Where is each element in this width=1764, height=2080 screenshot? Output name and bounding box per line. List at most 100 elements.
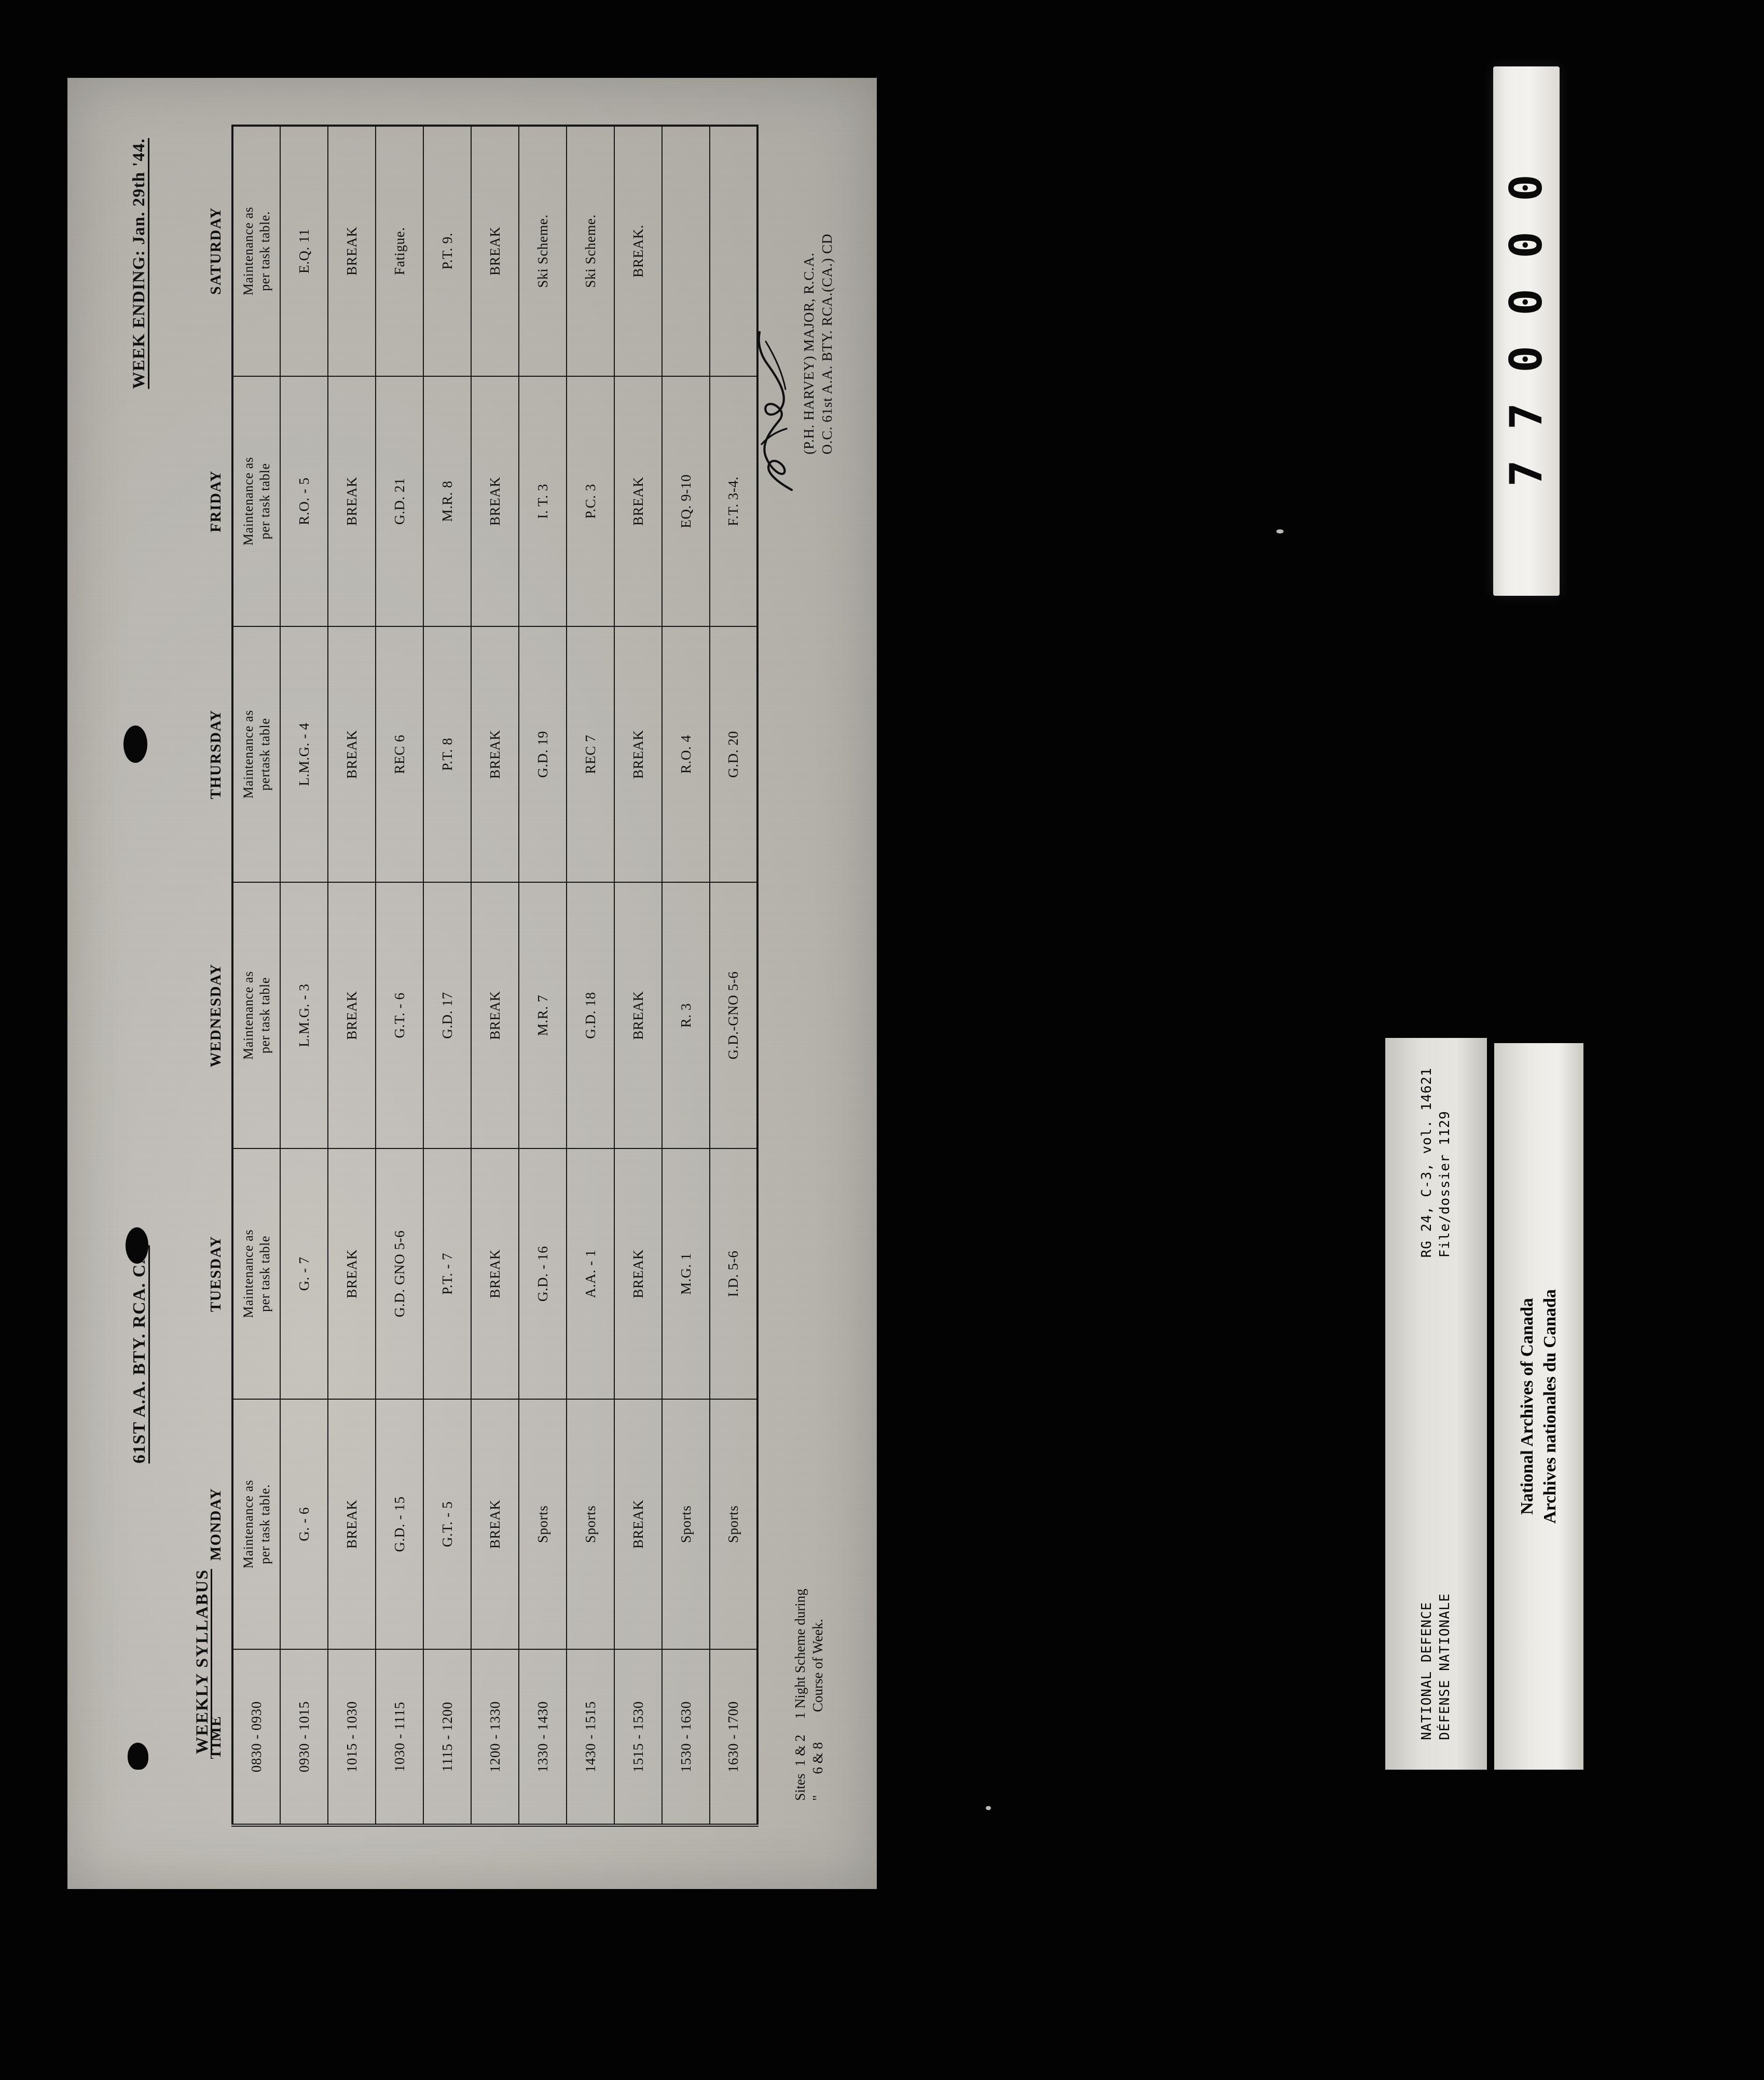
ink-blot bbox=[126, 1227, 148, 1264]
cell-monday: Sports bbox=[567, 1399, 614, 1650]
cell-tuesday: G.D. - 16 bbox=[519, 1148, 567, 1399]
table-row: 1430 - 1515 Sports A.A. - 1 G.D. 18 REC 7 P.C… bbox=[567, 126, 614, 1825]
national-defence-label: NATIONAL DEFENCE DÉFENSE NATIONALE RG 24… bbox=[1385, 1038, 1487, 1770]
table-row: 1330 - 1430 Sports G.D. - 16 M.R. 7 G.D. 19 I… bbox=[519, 126, 567, 1825]
cell-time: 1015 - 1030 bbox=[328, 1649, 376, 1825]
col-header-wednesday: WEDNESDAY bbox=[208, 963, 225, 1068]
cell-tuesday: BREAK bbox=[471, 1148, 519, 1399]
document-sheet-rotated: 61ST A.A. BTY. RCA. CA. WEEK ENDING: Jan… bbox=[67, 78, 877, 1889]
nd-department: NATIONAL DEFENCE DÉFENSE NATIONALE bbox=[1418, 1593, 1454, 1740]
cell-saturday: Ski Scheme. bbox=[567, 126, 614, 376]
cell-wednesday: BREAK bbox=[614, 882, 662, 1149]
dust-speck bbox=[1276, 529, 1284, 533]
cell-saturday: Maintenance as per task table. bbox=[232, 126, 280, 376]
cell-friday: Maintenance as per task table bbox=[232, 376, 280, 627]
nd-rg-ref: RG 24, C-3, vol. 14621 bbox=[1418, 1068, 1435, 1258]
cell-wednesday: Maintenance as per task table bbox=[232, 882, 280, 1149]
cell-time: 1115 - 1200 bbox=[423, 1649, 471, 1825]
cell-monday: Sports bbox=[519, 1399, 567, 1650]
table-body: 0830 - 0930 Maintenance as per task table.… bbox=[232, 126, 757, 1825]
cell-saturday: BREAK bbox=[471, 126, 519, 376]
cell-time: 1200 - 1330 bbox=[471, 1649, 519, 1825]
col-header-saturday: SATURDAY bbox=[208, 207, 225, 295]
table-row: 1015 - 1030 BREAK BREAK BREAK BREAK BREAK BREA… bbox=[328, 126, 376, 1825]
col-header-monday: MONDAY bbox=[208, 1487, 225, 1561]
ink-blot bbox=[128, 1743, 148, 1770]
col-header-thursday: THURSDAY bbox=[208, 709, 225, 799]
cell-tuesday: A.A. - 1 bbox=[567, 1148, 614, 1399]
cell-saturday: BREAK. bbox=[614, 126, 662, 376]
cell-monday: G. - 6 bbox=[280, 1399, 328, 1650]
cell-thursday: R.O. 4 bbox=[662, 626, 710, 882]
signature-title: O.C. 61st A.A. BTY. RCA.(CA.) CD bbox=[819, 234, 835, 455]
table-row: 1515 - 1530 BREAK BREAK BREAK BREAK BREAK BREA… bbox=[614, 126, 662, 1825]
cell-saturday: BREAK bbox=[328, 126, 376, 376]
cell-tuesday: M.G. 1 bbox=[662, 1148, 710, 1399]
na-line-en: National Archives of Canada bbox=[1517, 1298, 1537, 1515]
cell-wednesday: M.R. 7 bbox=[519, 882, 567, 1149]
cell-time: 1030 - 1115 bbox=[376, 1649, 423, 1825]
cell-wednesday: G.T. - 6 bbox=[376, 882, 423, 1149]
cell-friday: I. T. 3 bbox=[519, 376, 567, 627]
cell-monday: Maintenance as per task table. bbox=[232, 1399, 280, 1650]
nd-file-ref: File/dossier 1129 bbox=[1437, 1111, 1453, 1258]
cell-wednesday: BREAK bbox=[328, 882, 376, 1149]
counter-digit: 0 bbox=[1500, 290, 1552, 316]
col-header-friday: FRIDAY bbox=[208, 470, 225, 532]
nd-reference: RG 24, C-3, vol. 14621 File/dossier 1129 bbox=[1418, 1068, 1454, 1257]
cell-saturday: Ski Scheme. bbox=[519, 126, 567, 376]
counter-digit: 0 bbox=[1500, 175, 1552, 201]
cell-monday: BREAK bbox=[471, 1399, 519, 1650]
cell-thursday: L.M.G. - 4 bbox=[280, 626, 328, 882]
cell-wednesday: BREAK bbox=[471, 882, 519, 1149]
cell-thursday: Maintenance as pertask table bbox=[232, 626, 280, 882]
table-row: 1030 - 1115 G.D. - 15 G.D. GNO 5-6 G.T. - 6… bbox=[376, 126, 423, 1825]
document-header: 61ST A.A. BTY. RCA. CA. WEEK ENDING: Jan… bbox=[85, 106, 212, 1858]
na-line-fr: Archives nationales du Canada bbox=[1540, 1289, 1560, 1524]
cell-wednesday: L.M.G. - 3 bbox=[280, 882, 328, 1149]
ink-blot bbox=[123, 726, 147, 763]
cell-wednesday: R. 3 bbox=[662, 882, 710, 1149]
weekly-syllabus-table: TIME MONDAY TUESDAY WEDNESDAY THURSDAY F… bbox=[203, 125, 759, 1827]
dust-speck bbox=[986, 1806, 991, 1810]
unit-title: 61ST A.A. BTY. RCA. CA. bbox=[130, 1245, 149, 1463]
cell-thursday: BREAK bbox=[471, 626, 519, 882]
table-row: 0830 - 0930 Maintenance as per task table.… bbox=[232, 126, 280, 1825]
signature-name: (P.H. HARVEY) MAJOR, R.C.A. bbox=[801, 252, 817, 455]
table-row: 1630 - 1700 Sports I.D. 5-6 G.D.-GNO 5-6 G.D… bbox=[710, 126, 757, 1825]
counter-digit: 7 bbox=[1500, 404, 1552, 430]
cell-wednesday: G.D. 18 bbox=[567, 882, 614, 1149]
cell-time: 0930 - 1015 bbox=[280, 1649, 328, 1825]
document-page: 61ST A.A. BTY. RCA. CA. WEEK ENDING: Jan… bbox=[67, 78, 877, 1889]
cell-monday: G.T. - 5 bbox=[423, 1399, 471, 1650]
footnote-scheme: 1 Night Scheme during Course of Week. bbox=[792, 1589, 826, 1719]
cell-saturday: P.T. 9. bbox=[423, 126, 471, 376]
cell-time: 1330 - 1430 bbox=[519, 1649, 567, 1825]
cell-time: 1530 - 1630 bbox=[662, 1649, 710, 1825]
cell-friday: BREAK bbox=[614, 376, 662, 627]
cell-monday: BREAK bbox=[328, 1399, 376, 1650]
cell-monday: BREAK bbox=[614, 1399, 662, 1650]
cell-friday: F.T. 3-4. bbox=[710, 376, 757, 627]
table-row: 1200 - 1330 BREAK BREAK BREAK BREAK BREAK BREA… bbox=[471, 126, 519, 1825]
cell-tuesday: G. - 7 bbox=[280, 1148, 328, 1399]
cell-saturday: E.Q. 11 bbox=[280, 126, 328, 376]
cell-tuesday: G.D. GNO 5-6 bbox=[376, 1148, 423, 1399]
national-archives-label: National Archives of Canada Archives nat… bbox=[1494, 1043, 1583, 1770]
cell-wednesday: G.D.-GNO 5-6 bbox=[710, 882, 757, 1149]
table-row: 0930 - 1015 G. - 6 G. - 7 L.M.G. - 3 L.M.G. … bbox=[280, 126, 328, 1825]
cell-thursday: REC 7 bbox=[567, 626, 614, 882]
cell-time: 1515 - 1530 bbox=[614, 1649, 662, 1825]
cell-thursday: G.D. 20 bbox=[710, 626, 757, 882]
cell-thursday: BREAK bbox=[614, 626, 662, 882]
nd-line-en: NATIONAL DEFENCE bbox=[1418, 1602, 1435, 1740]
cell-friday: EQ. 9-10 bbox=[662, 376, 710, 627]
counter-digit: 7 bbox=[1500, 461, 1552, 487]
cell-thursday: G.D. 19 bbox=[519, 626, 567, 882]
handwritten-signature bbox=[757, 331, 793, 491]
table-row: 1530 - 1630 Sports M.G. 1 R. 3 R.O. 4 EQ. 9-1… bbox=[662, 126, 710, 1825]
cell-monday: Sports bbox=[710, 1399, 757, 1650]
cell-friday: P.C. 3 bbox=[567, 376, 614, 627]
cell-tuesday: Maintenance as per task table bbox=[232, 1148, 280, 1399]
cell-monday: Sports bbox=[662, 1399, 710, 1650]
